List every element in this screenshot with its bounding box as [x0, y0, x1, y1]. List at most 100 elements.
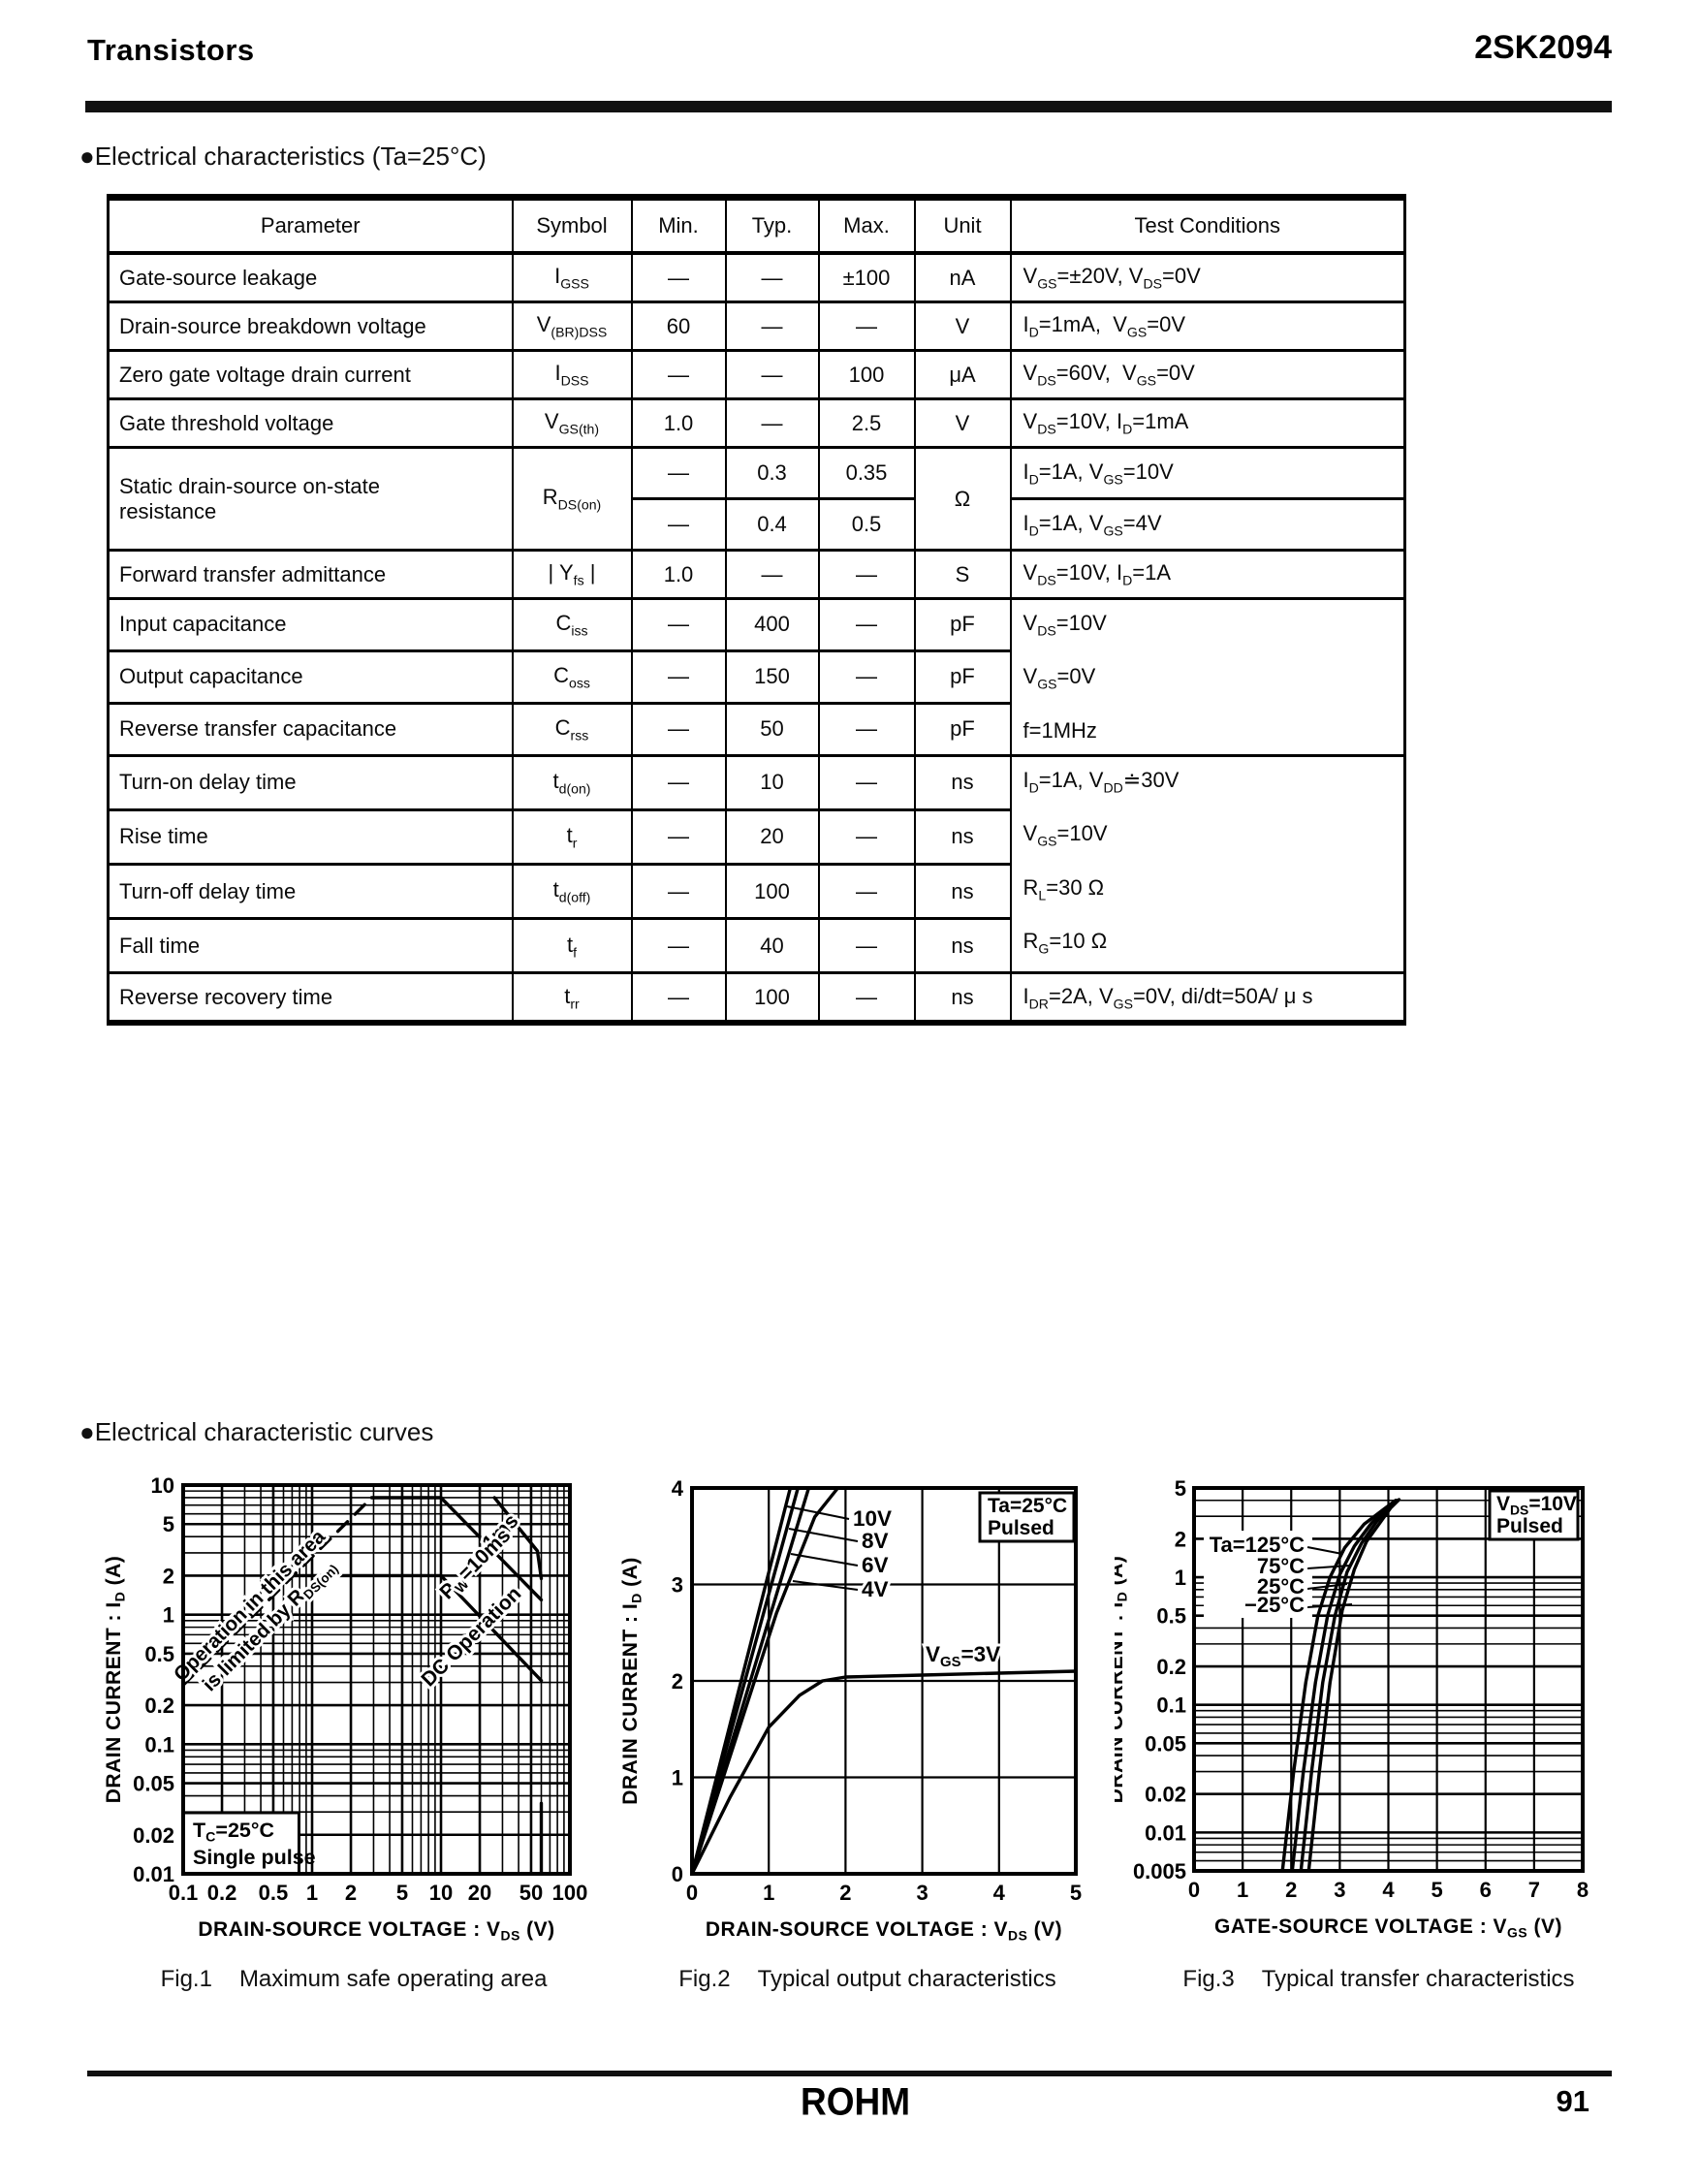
series-vgs-4v — [690, 1486, 840, 1876]
table-cell: Gate threshold voltage — [107, 397, 514, 449]
label-4v: 4V — [862, 1577, 889, 1601]
fig1-x-axis-title: DRAIN-SOURCE VOLTAGE : VDS (V) — [198, 1918, 554, 1944]
table-cell: — — [630, 497, 727, 552]
table-cell: 150 — [724, 649, 820, 705]
table-cell: VGS(th) — [511, 397, 633, 449]
table-cell: Forward transfer admittance — [107, 549, 514, 600]
table-cell: — — [630, 807, 727, 867]
table-cell: pF — [913, 597, 1012, 652]
fig3-leader-line — [1306, 1583, 1348, 1590]
table-cell: — — [817, 549, 916, 600]
fig2-y-tick: 1 — [672, 1766, 683, 1790]
table-cell: ns — [913, 971, 1012, 1025]
page-number: 91 — [1556, 2084, 1589, 2118]
table-cell: — — [817, 807, 916, 867]
label-ta-minus25: −25°C — [1244, 1593, 1305, 1617]
table-cell: Reverse transfer capacitance — [107, 701, 514, 757]
fig1-condition-text: Single pulse — [193, 1846, 316, 1869]
table-cell: — — [630, 863, 727, 921]
table-cell: ns — [913, 917, 1012, 975]
fig3-y-tick: 1 — [1175, 1566, 1186, 1590]
table-row: Fall time tf —40— ns — [107, 917, 1405, 975]
fig2-condition-text: Pulsed — [988, 1517, 1054, 1539]
fig1-x-tick: 1 — [306, 1881, 318, 1905]
table-cell: 2.5 — [817, 397, 916, 449]
fig1-y-tick: 0.05 — [133, 1772, 174, 1796]
fig1-y-tick: 0.1 — [144, 1732, 174, 1757]
fig3-leader-line — [1306, 1546, 1343, 1555]
table-cell: 0.35 — [817, 446, 916, 500]
fig1-y-tick: 1 — [163, 1603, 174, 1628]
table-cell: 0.4 — [724, 497, 820, 552]
table-row: Zero gate voltage drain current IDSS — —100… — [107, 349, 1406, 400]
fig3-caption-title: Typical transfer characteristics — [1261, 1966, 1575, 1992]
fig3-caption-label: Fig.3 — [1182, 1966, 1235, 1992]
table-cell: Ciss — [511, 597, 633, 652]
footer-divider-rule — [87, 2071, 1612, 2076]
table-cell: td(off) — [511, 863, 633, 921]
table-cell: Gate-source leakage — [107, 251, 514, 303]
table-cell: Input capacitance — [107, 597, 514, 652]
fig3-x-tick: 0 — [1188, 1878, 1200, 1902]
table-cell: V — [913, 397, 1012, 449]
fig1-x-tick: 50 — [519, 1881, 543, 1905]
fig3-y-tick: 0.1 — [1156, 1693, 1186, 1718]
fig1-x-tick: 5 — [396, 1881, 408, 1905]
table-cell: ±100 — [817, 251, 916, 303]
fig3-condition-text: VDS=10V — [1496, 1493, 1577, 1518]
series-pw-10ms — [439, 1496, 544, 1602]
label-dc: DC Operation — [417, 1582, 525, 1691]
table-cell: 60 — [630, 301, 727, 352]
table-cell: — — [724, 397, 820, 449]
table-cell: IDR=2A, VGS=0V, di/dt=50A/ μ s — [1009, 971, 1406, 1025]
table-row: Gate-source leakage IGSS — — ±100 nA VGS=±20V,… — [107, 251, 1406, 303]
series-vgs-8v — [690, 1486, 800, 1876]
table-cell: ID=1A, VDD≐30V VGS=10V RL=30 Ω RG=10 Ω — [1009, 753, 1406, 975]
table-row: —0.4 0.5 ID=1A, VGS=4V — [109, 497, 1406, 552]
table-cell: — — [630, 597, 727, 652]
table-cell: trr — [511, 971, 633, 1025]
table-cell: Drain-source breakdown voltage — [107, 301, 514, 352]
table-cell: 100 — [724, 863, 820, 921]
label-8v: 8V — [862, 1529, 889, 1553]
table-cell: | Yfs | — [511, 549, 633, 600]
fig2-caption-title: Typical output characteristics — [757, 1966, 1056, 1992]
part-number: 2SK2094 — [1474, 29, 1612, 66]
table-cell: V — [913, 301, 1012, 352]
table-cell: 100 — [724, 971, 820, 1025]
fig3-condition-text: Pulsed — [1496, 1515, 1563, 1537]
fig3-label-background — [1204, 1531, 1312, 1618]
fig3-plot-border — [1192, 1486, 1585, 1873]
series-ta-25c — [1299, 1499, 1400, 1873]
fig2-x-axis-title: DRAIN-SOURCE VOLTAGE : VDS (V) — [706, 1918, 1062, 1944]
table-cell: 100 — [817, 349, 916, 400]
table-row: Reverse recovery time trr —100— ns IDR=2A, V… — [107, 971, 1406, 1025]
table-row: Static drain-source on-state resistance RD… — [107, 446, 1406, 552]
table-cell: Static drain-source on-state resistance — [107, 446, 514, 552]
table-cell: 0.3 — [724, 446, 820, 500]
fig3-caption: Fig.3 Typical transfer characteristics — [1115, 1966, 1643, 1993]
fig3-x-tick: 2 — [1285, 1878, 1297, 1902]
fig2-leader-line — [792, 1580, 859, 1591]
series-ta-minus25c — [1306, 1498, 1401, 1873]
table-cell: Coss — [511, 649, 633, 705]
rohm-brand-logo: ROHM — [800, 2080, 911, 2124]
series-pw-1ms — [492, 1496, 544, 1581]
table-cell: ID=1A, VGS=10V — [1009, 446, 1406, 500]
fig2-x-tick: 4 — [993, 1881, 1006, 1905]
table-cell: — — [817, 597, 916, 652]
table-cell: — — [724, 349, 820, 400]
fig3-leader-line — [1306, 1565, 1351, 1569]
label-ta125: Ta=125°C — [1210, 1533, 1305, 1557]
fig3-y-tick: 0.005 — [1133, 1859, 1186, 1883]
table-row: Rise time tr —20— ns — [107, 807, 1405, 867]
table-cell: Reverse recovery time — [107, 971, 514, 1025]
table-cell: 0.5 — [817, 497, 916, 552]
table-cell: — — [817, 917, 916, 975]
fig1-y-tick: 0.2 — [144, 1693, 174, 1718]
table-cell: — — [817, 301, 916, 352]
table-cell: — — [724, 301, 820, 352]
table-cell: ID=1mA, VGS=0V — [1009, 301, 1406, 352]
fig2-y-tick: 4 — [672, 1476, 684, 1501]
